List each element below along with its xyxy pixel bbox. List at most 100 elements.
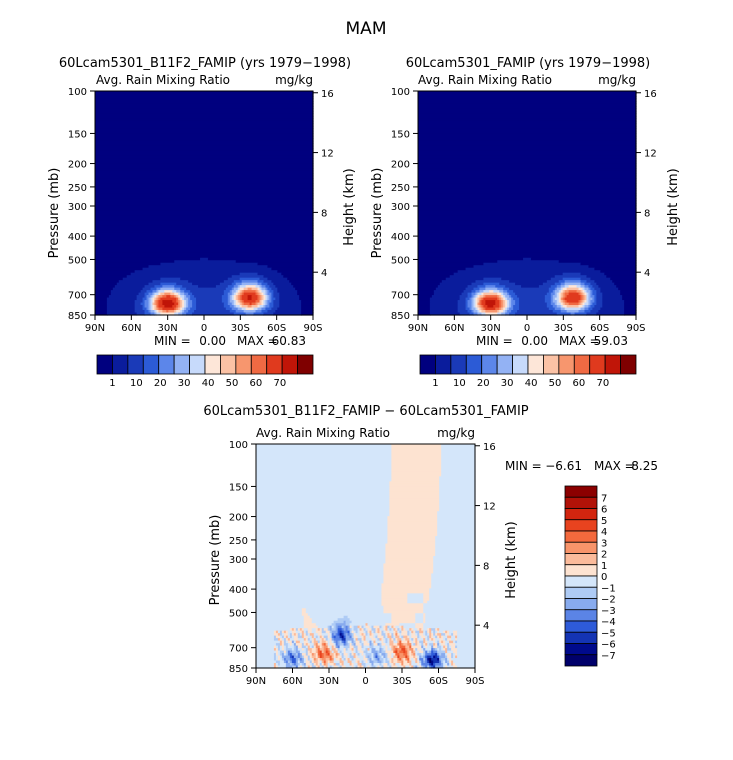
field-cell [401,663,404,667]
field-cell [433,643,436,647]
field-cell [383,608,424,612]
field-cell [459,297,467,301]
field-cell [168,310,175,314]
y-tick-label: 250 [68,183,87,194]
field-cell [289,638,295,642]
field-cell [387,526,438,530]
field-cell [317,628,321,632]
field-cell [381,653,387,657]
field-cell [401,630,408,634]
field-cell [505,307,508,311]
field-cell [243,290,257,294]
y2-tick-label: 8 [644,208,650,219]
field-cell [150,297,154,301]
field-cell [371,663,375,667]
field-cell [339,658,343,662]
field-cell [307,613,392,617]
field-cell [317,663,321,667]
field-cell [407,633,410,637]
field-cell [596,290,601,294]
field-cell [162,302,175,306]
field-cell [297,655,301,659]
field-cell [267,295,270,299]
field-cell [239,305,243,309]
field-cell [281,653,285,657]
field-cell [325,653,329,657]
field-cell [256,486,390,490]
field-cell [95,168,314,172]
field-cell [301,628,305,632]
field-cell [188,305,193,309]
field-cell [261,310,269,314]
field-cell [411,633,416,637]
panel-3-x-axis: 90N 60N 30N 0 30S 60S 90S [246,668,485,687]
field-cell [423,658,426,662]
field-cell [578,287,584,291]
field-cell [144,310,150,314]
field-cell [256,560,387,565]
field-cell [367,630,371,634]
field-cell [403,638,406,642]
colorbar-swatch [250,354,268,375]
field-cell [475,295,479,299]
panel-3-title: 60Lcam5301_B11F2_FAMIP − 60Lcam5301_FAMI… [203,404,528,419]
field-cell [265,295,269,299]
field-cell [317,635,321,639]
field-cell [451,660,454,664]
field-cell [106,310,136,314]
field-cell [263,305,267,309]
field-cell [140,302,146,306]
field-cell [323,653,327,657]
field-cell [431,655,434,659]
field-cell [361,663,367,667]
field-cell [415,640,418,644]
field-cell [95,193,314,197]
field-cell [393,633,396,637]
field-cell [279,297,300,301]
field-cell [429,598,476,602]
field-cell [303,643,307,647]
field-cell [568,290,578,294]
field-cell [273,648,277,652]
field-cell [95,135,314,139]
field-cell [418,168,637,172]
y-tick-label: 700 [68,291,87,302]
field-cell [427,638,430,642]
field-cell [275,648,279,652]
field-cell [515,282,544,286]
field-cell [134,310,146,314]
field-cell [311,655,317,659]
field-cell [427,665,430,669]
field-cell [401,628,404,632]
field-cell [479,295,484,299]
field-cell [134,270,278,274]
field-cell [95,95,314,100]
field-cell [455,645,458,649]
field-cell [303,665,307,669]
panel-3-ylabel: Pressure (mb) [208,515,223,606]
field-cell [265,305,270,309]
field-cell [582,292,586,296]
field-cell [156,295,160,299]
field-cell [323,648,327,652]
field-cell [399,633,402,637]
field-cell [95,148,314,152]
field-cell [256,511,390,515]
field-cell [439,483,476,487]
field-cell [397,648,402,652]
field-cell [477,307,481,311]
field-cell [343,628,347,632]
x-tick-label: 90S [303,323,322,334]
field-cell [136,295,146,299]
field-cell [319,658,323,662]
field-cell [391,648,394,652]
y2-tick-label: 4 [483,621,489,632]
field-cell [256,615,305,619]
field-cell [95,205,314,209]
field-cell [335,633,339,637]
field-cell [180,310,183,314]
field-cell [433,665,436,669]
field-cell [325,643,329,647]
field-cell [519,300,546,304]
field-cell [361,653,365,657]
